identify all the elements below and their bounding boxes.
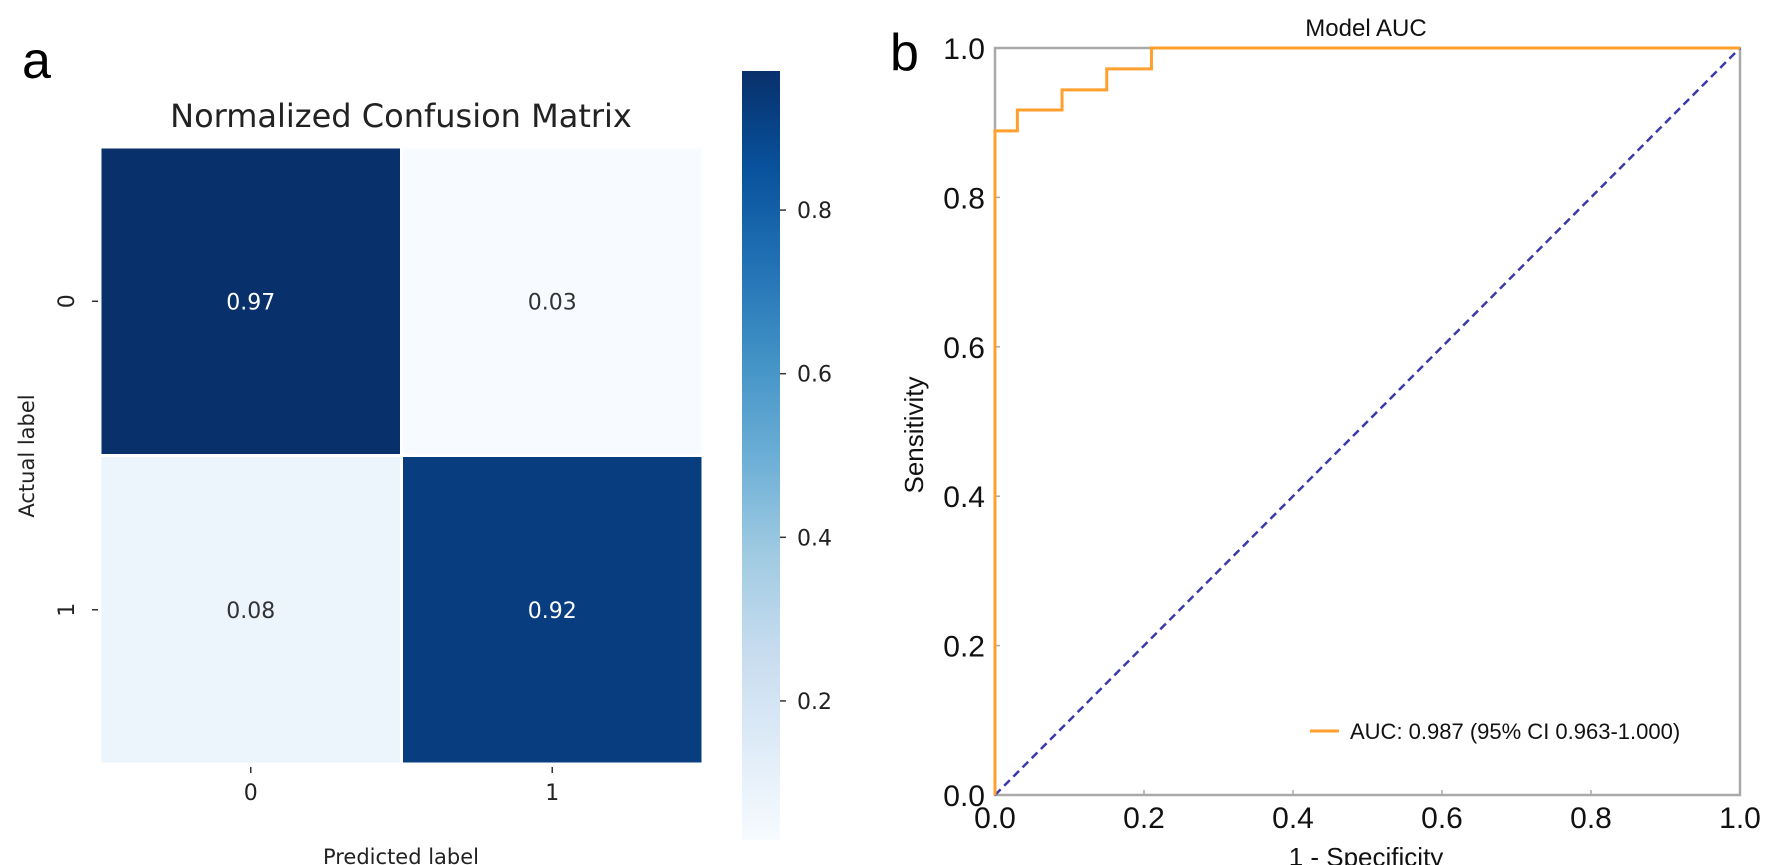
roc-xlabel: 1 - Specificity xyxy=(1289,842,1444,865)
y-tick-label: 0.2 xyxy=(943,631,985,664)
heatmap-cell xyxy=(400,145,705,457)
y-tick-label: 0.8 xyxy=(943,182,985,215)
roc-axes: 0.0 0.2 0.4 0.6 0.8 1.0 0.0 0.2 0.4 0.6 0.8 1.0 xyxy=(943,33,1761,835)
heatmap-cell xyxy=(98,145,403,457)
colorbar xyxy=(742,71,780,840)
roc-curve-line xyxy=(993,46,1740,795)
colorbar-tick-label: 0.2 xyxy=(797,690,832,715)
x-tick-label: 0.4 xyxy=(1272,802,1314,835)
colorbar-tick-label: 0.8 xyxy=(797,199,832,224)
heatmap-cell xyxy=(400,454,705,766)
cell-value-label: 0.03 xyxy=(528,290,577,315)
heatmap-title: Normalized Confusion Matrix xyxy=(170,97,632,135)
heatmap-ylabel: Actual label xyxy=(15,394,39,517)
y-tick-label: 0.0 xyxy=(943,780,985,813)
x-tick-label: 0.2 xyxy=(1123,802,1165,835)
cell-value-label: 0.92 xyxy=(528,599,577,624)
heatmap-cells: 0.97 0.03 0.08 0.92 xyxy=(98,145,705,766)
colorbar-tick-label: 0.4 xyxy=(797,526,832,551)
cell-value-label: 0.08 xyxy=(226,599,275,624)
roc-title: Model AUC xyxy=(1305,15,1426,42)
x-tick-label: 0.0 xyxy=(974,802,1016,835)
chance-diagonal-line xyxy=(994,47,1741,796)
roc-ylabel: Sensitivity xyxy=(899,376,929,493)
colorbar-ticks: 0.2 0.4 0.6 0.8 xyxy=(780,199,832,715)
legend-label: AUC: 0.987 (95% CI 0.963-1.000) xyxy=(1350,719,1680,744)
y-tick-label: 0 xyxy=(55,294,80,308)
cell-value-label: 0.97 xyxy=(226,290,275,315)
y-tick-label: 0.4 xyxy=(943,481,985,514)
panel-label-a: a xyxy=(22,32,51,90)
y-tick-label: 0.6 xyxy=(943,332,985,365)
y-tick-label: 1 xyxy=(55,603,80,617)
heatmap-axes: 0 1 0 1 xyxy=(55,294,559,806)
heatmap-cell xyxy=(98,454,403,766)
y-tick-label: 1.0 xyxy=(943,33,985,66)
panel-b: b Model AUC 0.0 0.2 0.4 0.6 0.8 1.00.00.20.40… xyxy=(890,15,1761,865)
heatmap-xlabel: Predicted label xyxy=(323,845,479,865)
roc-series xyxy=(993,46,1741,796)
x-tick-label: 0 xyxy=(244,781,258,806)
x-tick-label: 0.8 xyxy=(1570,802,1612,835)
x-tick-label: 1.0 xyxy=(1719,802,1761,835)
x-tick-label: 1 xyxy=(545,781,559,806)
panel-label-b: b xyxy=(890,24,919,82)
x-tick-label: 0.6 xyxy=(1421,802,1463,835)
colorbar-tick-label: 0.6 xyxy=(797,363,832,388)
panel-a: a Normalized Confusion Matrix 0.97 0.030.… xyxy=(15,32,832,865)
